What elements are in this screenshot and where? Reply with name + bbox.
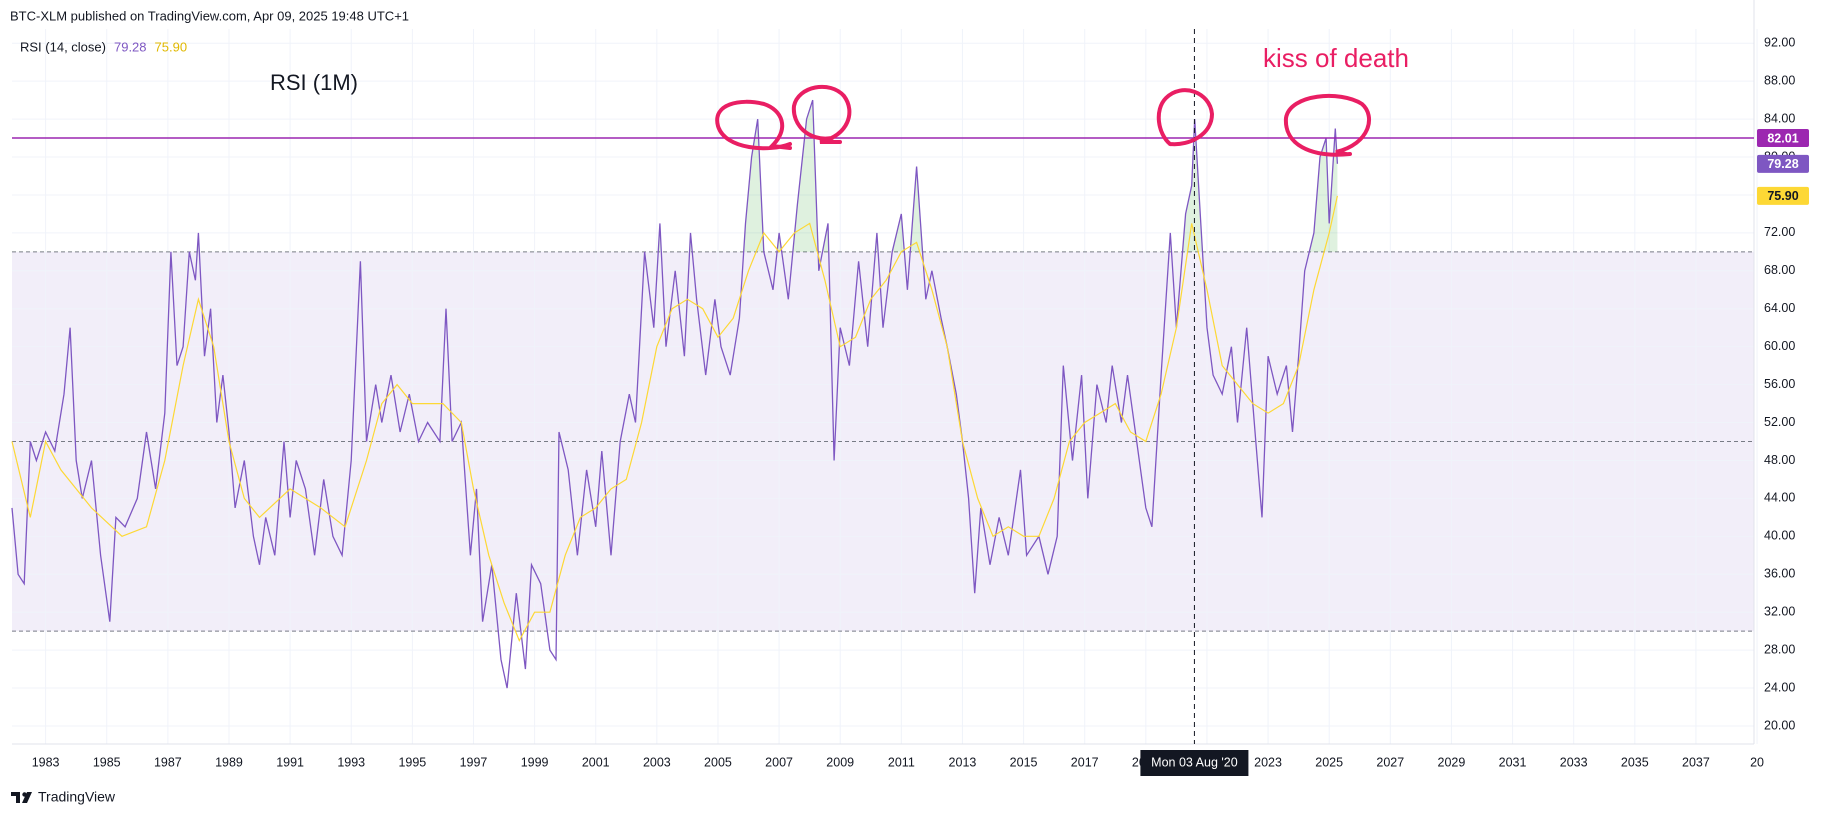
y-tick-label: 52.00: [1764, 415, 1795, 429]
x-tick-label: 2013: [949, 755, 977, 769]
y-tick-label: 36.00: [1764, 567, 1795, 581]
y-tick-label: 24.00: [1764, 680, 1795, 694]
x-tick-label: 2037: [1682, 755, 1710, 769]
price-badge: [1757, 128, 1809, 147]
x-tick-label: 2031: [1499, 755, 1527, 769]
x-tick-label: 2015: [1010, 755, 1038, 769]
header: BTC-XLM published on TradingView.com, Ap…: [10, 8, 409, 23]
x-tick-label: 1987: [154, 755, 182, 769]
x-tick-label: 1997: [460, 755, 488, 769]
tradingview-logo: [11, 792, 32, 803]
x-tick-label: 1999: [521, 755, 549, 769]
y-tick-label: 64.00: [1764, 301, 1795, 315]
x-tick-label: 2005: [704, 755, 732, 769]
y-tick-label: 84.00: [1764, 111, 1795, 125]
x-tick-label: 1989: [215, 755, 243, 769]
y-tick-label: 56.00: [1764, 377, 1795, 391]
circle: [791, 85, 852, 144]
y-tick-label: 28.00: [1764, 642, 1795, 656]
x-tick-label: 2023: [1254, 755, 1282, 769]
hand-drawn-circles: [715, 85, 1371, 157]
y-tick-label: 88.00: [1764, 73, 1795, 87]
y-tick-label: 68.00: [1764, 263, 1795, 277]
x-tick-label: 1991: [276, 755, 304, 769]
y-tick-label: 40.00: [1764, 529, 1795, 543]
x-tick-label: 1995: [398, 755, 426, 769]
y-tick-label: 32.00: [1764, 604, 1795, 618]
x-tick-label: 2009: [826, 755, 854, 769]
crosshair-label: Mon 03 Aug '20: [1151, 755, 1238, 769]
price-badge-label: 75.90: [1767, 189, 1798, 203]
x-tick-label: 2007: [765, 755, 793, 769]
annotation: RSI (1M): [270, 70, 358, 95]
x-tick-label: 2025: [1315, 755, 1343, 769]
legend-title: RSI (14, close): [20, 39, 106, 54]
annotation: kiss of death: [1263, 43, 1409, 73]
y-tick-label: 72.00: [1764, 225, 1795, 239]
y-tick-label: 44.00: [1764, 491, 1795, 505]
x-tick-label: 2017: [1071, 755, 1099, 769]
legend-value: 75.90: [155, 39, 188, 54]
price-badge-label: 79.28: [1767, 157, 1798, 171]
x-tick-label: 1993: [337, 755, 365, 769]
x-tick-label: 2003: [643, 755, 671, 769]
x-tick-label: 2035: [1621, 755, 1649, 769]
overbought-fill: [170, 100, 1338, 252]
x-tick-label: 1983: [32, 755, 60, 769]
logo-mark: [11, 792, 32, 803]
price-badge: [1757, 154, 1809, 173]
y-tick-label: 20.00: [1764, 718, 1795, 732]
circle: [1283, 93, 1371, 157]
price-badge: [1757, 186, 1809, 205]
y-tick-label: 48.00: [1764, 453, 1795, 467]
price-badge-label: 82.01: [1767, 131, 1798, 145]
x-tick-label: 2027: [1376, 755, 1404, 769]
legend-value: 79.28: [114, 39, 147, 54]
x-tick-label: 20: [1750, 755, 1764, 769]
rsi-ma-line: [11, 195, 1338, 643]
y-tick-label: 92.00: [1764, 36, 1795, 50]
x-tick-label: 2001: [582, 755, 610, 769]
footer: TradingView: [38, 789, 116, 805]
circle: [1156, 88, 1215, 147]
crosshair-label-bg: [1140, 750, 1249, 776]
logo-dot: [22, 792, 27, 797]
x-tick-label: 2033: [1560, 755, 1588, 769]
circle: [715, 99, 792, 151]
y-tick-label: 60.00: [1764, 339, 1795, 353]
x-tick-label: 1985: [93, 755, 121, 769]
x-tick-label: 2029: [1438, 755, 1466, 769]
x-tick-label: 2011: [888, 755, 915, 769]
